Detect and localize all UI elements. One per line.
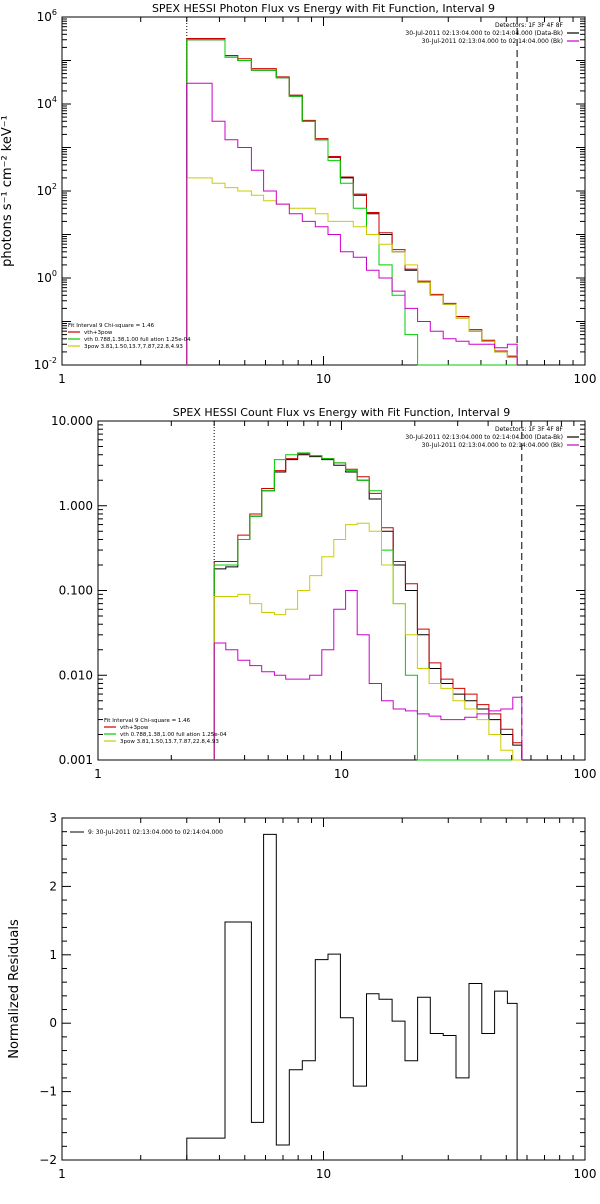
legend-entry: vth 0.788,1.38,1.00 full ation 1.25e-04 (120, 732, 227, 738)
y-tick-label: 2 (49, 879, 57, 893)
x-tick-label: 1 (58, 372, 66, 386)
data-series-3 (186, 39, 518, 366)
x-tick-label: 10 (316, 372, 331, 386)
y-tick-label: 0.100 (59, 584, 93, 598)
data-series-1 (213, 454, 523, 760)
legend-entry: 30-Jul-2011 02:13:04.000 to 02:14:04.000… (422, 38, 563, 45)
data-series-4 (213, 522, 522, 761)
data-series-1 (186, 833, 518, 1160)
y-tick-label: 10-2 (34, 356, 57, 372)
legend-entry: 3pow 3.81,1.50,13.7,7.87,22.8,4.93 (84, 344, 183, 350)
chart-panel-3: 1 10 100 −2 −1 0 1 2 3 Normalized Residuals 9: 30-… (7, 811, 596, 1181)
legend-entry: Fit Interval 9 Chi-square = 1.46 (68, 323, 155, 329)
y-tick-label: 1 (49, 948, 57, 962)
y-tick-label: 106 (37, 8, 57, 24)
legend-entry: vth 0.788,1.38,1.00 full ation 1.25e-04 (84, 337, 191, 343)
chart-panel-1: SPEX HESSI Photon Flux vs Energy with Fi… (0, 2, 596, 386)
y-tick-label: 0.010 (59, 668, 93, 682)
y-axis-label: Normalized Residuals (7, 919, 22, 1059)
data-series-5 (213, 590, 523, 760)
legend-entry: vth+3pow (120, 725, 149, 731)
y-tick-label: 10.000 (51, 414, 93, 428)
legend-entry: Fit Interval 9 Chi-square = 1.46 (104, 718, 191, 724)
y-tick-label: 0.001 (59, 753, 93, 767)
y-tick-label: 3 (49, 811, 57, 825)
chart-title: SPEX HESSI Photon Flux vs Energy with Fi… (152, 2, 495, 15)
legend-entry: vth+3pow (84, 330, 113, 336)
y-tick-label: −2 (39, 1153, 57, 1167)
x-tick-label: 1 (58, 1167, 66, 1181)
x-tick-label: 10 (334, 767, 349, 781)
plot-frame (61, 16, 586, 366)
y-tick-label: 104 (37, 95, 57, 111)
x-tick-label: 1 (94, 767, 102, 781)
chart-panel-2: SPEX HESSI Count Flux vs Energy with Fit… (51, 406, 596, 781)
data-series-4 (186, 177, 518, 365)
data-series-2 (186, 38, 518, 365)
legend-entry: Detectors: 1F 3F 4F 8F (495, 22, 564, 29)
data-series-3 (213, 452, 522, 761)
x-tick-label: 100 (574, 372, 597, 386)
y-tick-label: 0 (49, 1016, 57, 1030)
chart-title: SPEX HESSI Count Flux vs Energy with Fit… (173, 406, 510, 419)
legend-entry: 30-Jul-2011 02:13:04.000 to 02:14:04.000… (405, 434, 563, 441)
y-axis-label: photons s⁻¹ cm⁻² keV⁻¹ (0, 115, 15, 267)
data-series-5 (186, 82, 518, 365)
legend-entry: 30-Jul-2011 02:13:04.000 to 02:14:04.000… (405, 30, 563, 37)
plot-frame (61, 817, 586, 1161)
x-tick-label: 10 (316, 1167, 331, 1181)
legend-entry: 9: 30-Jul-2011 02:13:04.000 to 02:14:04.… (88, 829, 223, 836)
data-series-2 (213, 453, 523, 760)
y-tick-label: 100 (37, 269, 57, 285)
legend-entry: 3pow 3.81,1.50,13.7,7.87,22.8,4.93 (120, 739, 219, 745)
x-tick-label: 100 (574, 767, 597, 781)
legend-entry: Detectors: 1F 3F 4F 8F (495, 426, 564, 433)
y-tick-label: 1.000 (59, 499, 93, 513)
y-tick-label: −1 (39, 1085, 57, 1099)
y-tick-label: 102 (37, 182, 57, 198)
x-tick-label: 100 (574, 1167, 597, 1181)
legend-entry: 30-Jul-2011 02:13:04.000 to 02:14:04.000… (422, 442, 563, 449)
